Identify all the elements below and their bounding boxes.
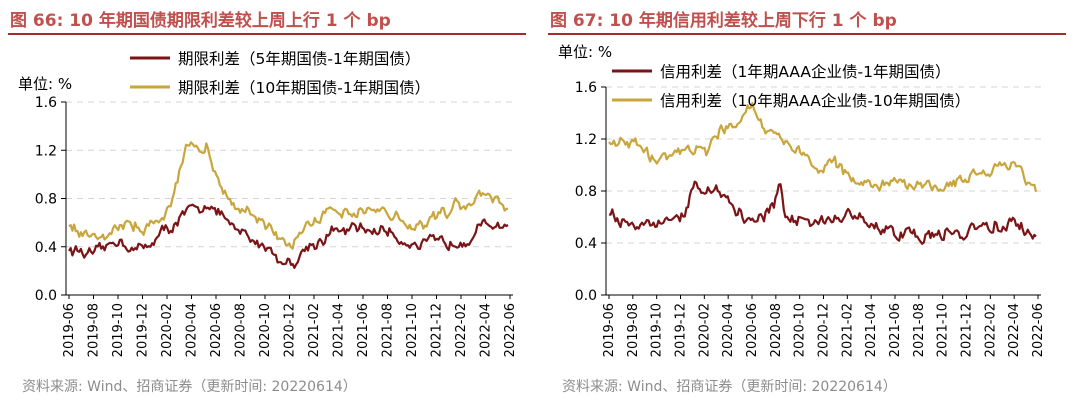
series-line-2 xyxy=(608,102,1038,193)
x-tick-label: 2022-04 xyxy=(479,303,494,357)
series-line-2 xyxy=(68,141,509,250)
chart-panel-left: 图 66: 10 年期国债期限利差较上周上行 1 个 bp 单位: % 0.0 0… xyxy=(8,0,533,402)
x-tick-label: 2021-04 xyxy=(864,303,879,357)
x-tick-label: 2020-12 xyxy=(283,303,298,357)
x-tick-label: 2021-02 xyxy=(840,303,855,357)
source-note: 资料来源: Wind、招商证券（更新时间: 20220614） xyxy=(562,379,897,395)
x-tick-label: 2022-06 xyxy=(503,303,518,357)
x-tick-label: 2022-06 xyxy=(1031,303,1046,357)
x-tick-label: 2022-02 xyxy=(983,303,998,357)
chart-panel-right: 图 67: 10 年期信用利差较上周下行 1 个 bp 单位: % 0.0 0.4… xyxy=(548,0,1073,402)
y-tick-label: 1.2 xyxy=(575,132,597,148)
x-tick-label: 2022-02 xyxy=(454,303,469,357)
x-tick-label: 2021-06 xyxy=(356,303,371,357)
x-tick-label: 2021-10 xyxy=(936,303,951,357)
legend-label: 期限利差（5年期国债-1年期国债） xyxy=(178,50,420,68)
legend-label: 期限利差（10年期国债-1年期国债） xyxy=(178,79,430,97)
source-note: 资料来源: Wind、招商证券（更新时间: 20220614） xyxy=(22,379,357,395)
x-tick-label: 2021-08 xyxy=(381,303,396,357)
y-tick-label: 1.2 xyxy=(35,143,57,159)
x-tick-label: 2021-12 xyxy=(430,303,445,357)
chart-title: 图 67: 10 年期信用利差较上周下行 1 个 bp xyxy=(550,11,897,31)
unit-label: 单位: % xyxy=(558,43,612,61)
x-tick-label: 2021-04 xyxy=(332,303,347,357)
y-tick-label: 1.6 xyxy=(35,95,57,111)
y-tick-label: 0.8 xyxy=(35,192,57,208)
x-tick-label: 2021-12 xyxy=(960,303,975,357)
x-tick-label: 2019-08 xyxy=(87,303,102,357)
x-tick-label: 2020-06 xyxy=(209,303,224,357)
y-tick-label: 0.0 xyxy=(35,288,57,304)
legend-label: 信用利差（1年期AAA企业债-1年期国债） xyxy=(660,63,951,81)
x-tick-label: 2020-08 xyxy=(234,303,249,357)
x-tick-label: 2020-04 xyxy=(185,303,200,357)
x-tick-label: 2020-06 xyxy=(745,303,760,357)
x-tick-label: 2020-10 xyxy=(258,303,273,357)
x-tick-label: 2021-06 xyxy=(888,303,903,357)
x-tick-label: 2022-04 xyxy=(1007,303,1022,357)
credit-spread-chart: 单位: % 0.0 0.4 0.8 1.2 1.6 2019-06 2019-08 2019-… xyxy=(558,43,1046,357)
title-rule xyxy=(8,33,526,35)
series-line-1 xyxy=(68,203,509,269)
x-tick-label: 2020-04 xyxy=(721,303,736,357)
x-tick-label: 2019-12 xyxy=(136,303,151,357)
x-tick-label: 2021-08 xyxy=(912,303,927,357)
x-tick-label: 2020-02 xyxy=(697,303,712,357)
unit-label: 单位: % xyxy=(18,75,72,93)
x-tick-label: 2019-06 xyxy=(602,303,617,357)
x-tick-label: 2020-08 xyxy=(769,303,784,357)
term-spread-chart: 单位: % 0.0 0.4 0.8 1.2 1.6 2019-06 2019-08 2019-… xyxy=(18,50,518,357)
x-tick-label: 2019-06 xyxy=(62,303,77,357)
y-tick-label: 0.0 xyxy=(575,288,597,304)
x-tick-label: 2020-10 xyxy=(793,303,808,357)
series-line-1 xyxy=(608,180,1037,245)
x-tick-label: 2019-10 xyxy=(111,303,126,357)
x-tick-label: 2019-10 xyxy=(650,303,665,357)
y-tick-label: 1.6 xyxy=(575,80,597,96)
x-tick-label: 2020-02 xyxy=(160,303,175,357)
x-tick-label: 2019-12 xyxy=(674,303,689,357)
y-tick-label: 0.4 xyxy=(575,236,597,252)
title-rule xyxy=(548,33,1066,35)
x-tick-label: 2020-12 xyxy=(817,303,832,357)
x-tick-label: 2021-02 xyxy=(307,303,322,357)
y-tick-label: 0.8 xyxy=(575,184,597,200)
x-tick-label: 2019-08 xyxy=(626,303,641,357)
chart-title: 图 66: 10 年期国债期限利差较上周上行 1 个 bp xyxy=(10,11,391,31)
y-tick-label: 0.4 xyxy=(35,240,57,256)
x-tick-label: 2021-10 xyxy=(405,303,420,357)
legend-label: 信用利差（10年期AAA企业债-10年期国债） xyxy=(660,92,970,110)
